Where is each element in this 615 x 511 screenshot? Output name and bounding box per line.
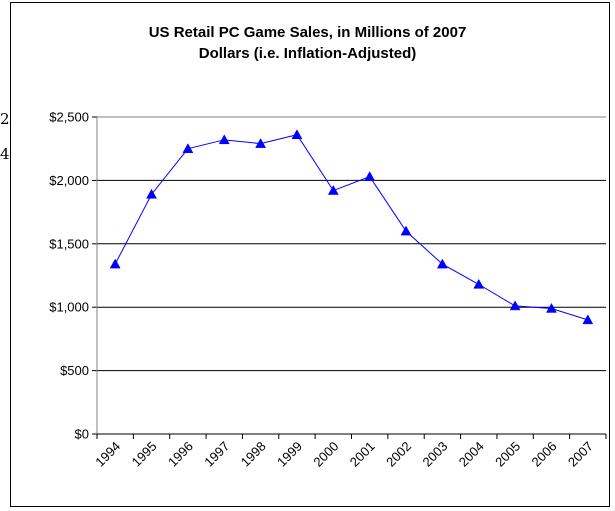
chart-title: US Retail PC Game Sales, in Millions of … (0, 22, 615, 64)
data-point-1998 (255, 138, 267, 148)
data-point-2000 (327, 185, 339, 195)
data-point-2007 (582, 314, 594, 325)
x-tick-label: 2005 (492, 439, 523, 470)
series (109, 129, 594, 325)
x-tick-label: 2007 (565, 439, 596, 470)
x-tick-label: 2000 (310, 439, 341, 470)
x-tick-label: 1998 (238, 439, 269, 470)
data-point-1999 (291, 129, 303, 140)
x-tick-label: 2004 (456, 439, 487, 470)
data-point-2002 (400, 225, 412, 236)
y-tick-label: $2,500 (49, 110, 89, 125)
axes (92, 116, 607, 439)
data-point-1994 (109, 258, 121, 269)
x-tick-label: 1997 (201, 439, 232, 470)
x-tick-label: 2001 (347, 439, 378, 470)
chart-frame (10, 2, 610, 507)
chart-title-line-1: US Retail PC Game Sales, in Millions of … (148, 24, 467, 41)
x-tick-label: 2006 (529, 439, 560, 470)
gridlines (97, 116, 606, 372)
x-tick-label: 2003 (419, 439, 450, 470)
data-point-1995 (146, 188, 157, 199)
y-tick-labels: $0 $500 $1,000 $1,500 $2,000 $2,500 (49, 110, 89, 442)
stray-glyph-1: 2 (0, 110, 10, 128)
series-line (114, 134, 588, 321)
y-tick-label: $500 (60, 363, 89, 378)
x-tick-label: 1995 (129, 439, 160, 470)
x-tick-labels: 1994 1995 1996 1997 1998 1999 2000 2001 2002 2003… (92, 439, 596, 470)
y-tick-label: $1,500 (49, 236, 89, 251)
y-tick-label: $1,000 (49, 300, 89, 315)
y-tick-label: $0 (75, 427, 89, 442)
data-point-1996 (182, 143, 194, 153)
x-tick-label: 1994 (92, 439, 123, 470)
y-tick-label: $2,000 (49, 173, 89, 188)
data-point-2001 (364, 171, 376, 181)
x-tick-label: 1996 (165, 439, 196, 470)
data-point-2005 (509, 300, 521, 311)
x-tick-label: 1999 (274, 439, 305, 470)
data-point-2004 (473, 278, 485, 289)
chart-title-line-2: Dollars (i.e. Inflation-Adjusted) (198, 45, 417, 62)
data-point-2006 (546, 302, 557, 313)
data-point-1997 (218, 134, 230, 145)
stray-glyph-2: 4 (0, 145, 10, 163)
x-tick-label: 2002 (383, 439, 414, 470)
data-point-2003 (436, 258, 448, 269)
